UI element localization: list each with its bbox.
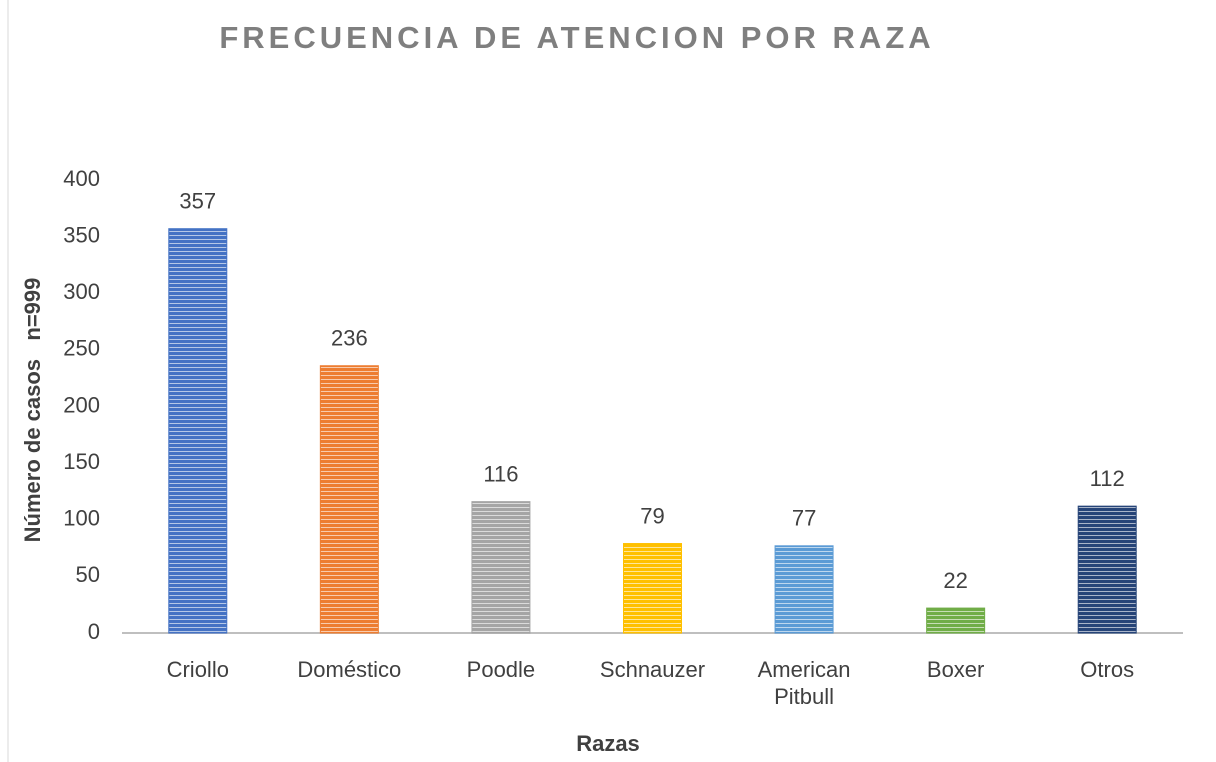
y-tick-label: 400: [63, 166, 100, 191]
x-axis-label: Razas: [576, 731, 640, 756]
bar: [926, 607, 986, 634]
y-tick-label: 0: [88, 619, 100, 644]
y-axis-label: Número de casos n=999: [20, 278, 45, 543]
bar: [471, 501, 531, 634]
x-tick-label: American Pitbull: [757, 657, 851, 709]
bar: [774, 545, 834, 634]
x-tick-label: Boxer: [926, 657, 985, 682]
x-tick-label: Otros: [1080, 657, 1135, 682]
x-tick-label: Schnauzer: [599, 657, 706, 682]
x-tick-label: Criollo: [166, 657, 229, 682]
x-tick-label: Doméstico: [297, 657, 402, 682]
x-tick-label: Poodle: [466, 657, 536, 682]
y-tick-label: 350: [63, 222, 100, 247]
bar: [168, 228, 228, 634]
y-tick-label: 200: [63, 392, 100, 417]
data-label: 116: [483, 461, 518, 486]
data-label: 22: [943, 568, 967, 593]
y-tick-label: 300: [63, 279, 100, 304]
data-label: 357: [179, 189, 216, 214]
data-label: 79: [640, 503, 664, 528]
y-tick-label: 150: [63, 449, 100, 474]
y-tick-label: 50: [76, 562, 100, 587]
bar: [623, 543, 682, 634]
y-tick-label: 100: [63, 506, 100, 531]
y-tick-label: 250: [63, 336, 100, 361]
data-label: 112: [1090, 466, 1125, 491]
data-label: 77: [792, 506, 816, 531]
chart-title: FRECUENCIA DE ATENCION POR RAZA: [219, 20, 934, 55]
bar: [1077, 505, 1137, 634]
data-label: 236: [331, 326, 368, 351]
bar: [319, 365, 379, 634]
